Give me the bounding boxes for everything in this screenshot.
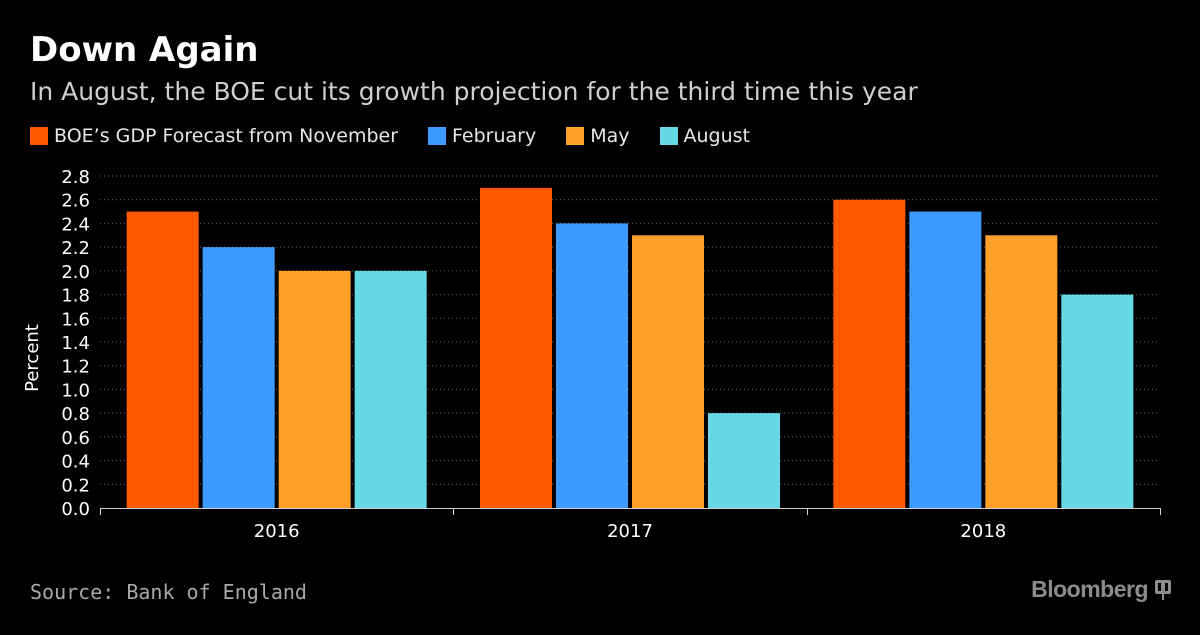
legend-item-august: August bbox=[659, 125, 751, 147]
source-note: Source: Bank of England bbox=[30, 580, 307, 604]
legend-swatch-november bbox=[30, 127, 48, 145]
x-axis-ticks: 2016 2017 2018 bbox=[254, 521, 1006, 542]
bar-february-2016 bbox=[202, 247, 275, 508]
chart-title: Down Again bbox=[30, 30, 259, 70]
y-axis-ticks: 0.00.20.40.60.81.01.21.41.61.82.02.22.42… bbox=[61, 167, 90, 520]
legend-item-february: February bbox=[428, 125, 536, 147]
legend-swatch-august bbox=[659, 127, 678, 145]
y-tick-label: 1.2 bbox=[61, 357, 90, 378]
y-tick-label: 2.0 bbox=[61, 262, 90, 283]
y-tick-label: 0.6 bbox=[61, 428, 90, 449]
y-tick-label: 1.0 bbox=[61, 380, 90, 401]
legend-item-november: BOE’s GDP Forecast from November bbox=[30, 125, 398, 147]
bar-may-2018 bbox=[985, 235, 1058, 509]
y-tick-label: 2.6 bbox=[61, 191, 90, 212]
legend-label-november: BOE’s GDP Forecast from November bbox=[54, 125, 399, 147]
legend-label-august: August bbox=[683, 125, 751, 147]
y-tick-label: 0.4 bbox=[61, 452, 90, 473]
brand-name: Bloomberg bbox=[1031, 576, 1148, 602]
y-tick-label: 1.8 bbox=[61, 286, 90, 307]
bar-august-2017 bbox=[708, 413, 780, 508]
bar-november-2017 bbox=[480, 187, 552, 508]
bar-august-2018 bbox=[1061, 294, 1134, 508]
y-tick-label: 0.0 bbox=[61, 499, 90, 520]
chart-subtitle: In August, the BOE cut its growth projec… bbox=[30, 77, 918, 106]
y-axis-label: Percent bbox=[22, 324, 43, 392]
x-tick-label: 2016 bbox=[254, 521, 300, 542]
y-tick-label: 2.4 bbox=[61, 214, 90, 235]
bar-may-2017 bbox=[632, 235, 704, 509]
legend-label-may: May bbox=[590, 125, 630, 147]
x-tick-label: 2018 bbox=[960, 521, 1006, 542]
legend-swatch-may bbox=[566, 127, 585, 145]
bar-may-2016 bbox=[278, 270, 351, 508]
y-tick-label: 1.6 bbox=[61, 309, 90, 330]
bar-november-2016 bbox=[126, 211, 199, 509]
bar-november-2018 bbox=[833, 199, 906, 508]
bar-august-2016 bbox=[354, 270, 427, 508]
x-axis bbox=[100, 508, 1161, 515]
y-tick-label: 0.8 bbox=[61, 404, 90, 425]
grid-lines bbox=[100, 175, 1160, 485]
bar-february-2017 bbox=[556, 223, 628, 508]
x-tick-label: 2017 bbox=[607, 521, 653, 542]
y-tick-label: 2.8 bbox=[61, 167, 90, 188]
legend-label-february: February bbox=[452, 125, 537, 147]
y-tick-label: 1.4 bbox=[61, 333, 90, 354]
bars bbox=[126, 187, 1134, 509]
bloomberg-terminal-icon bbox=[1155, 579, 1171, 600]
legend-item-may: May bbox=[566, 125, 630, 147]
y-tick-label: 0.2 bbox=[61, 475, 90, 496]
bar-february-2018 bbox=[909, 211, 982, 509]
legend-swatch-february bbox=[428, 127, 447, 145]
brand-logo: Bloomberg bbox=[1031, 576, 1172, 603]
y-tick-label: 2.2 bbox=[61, 238, 90, 259]
legend: BOE’s GDP Forecast from November Februar… bbox=[30, 122, 780, 150]
